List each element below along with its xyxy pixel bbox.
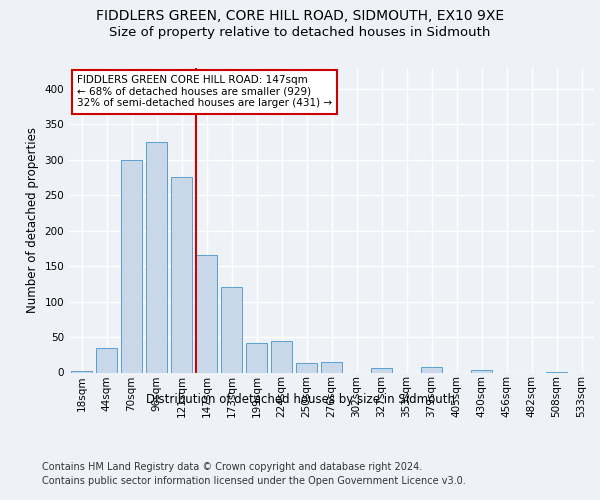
Text: Size of property relative to detached houses in Sidmouth: Size of property relative to detached ho… — [109, 26, 491, 39]
Bar — [196, 256, 217, 372]
Bar — [146, 142, 167, 372]
Y-axis label: Number of detached properties: Number of detached properties — [26, 127, 39, 313]
Bar — [321, 362, 342, 372]
Bar — [471, 370, 492, 372]
Text: Contains HM Land Registry data © Crown copyright and database right 2024.: Contains HM Land Registry data © Crown c… — [42, 462, 422, 472]
Bar — [371, 368, 392, 372]
Bar — [296, 362, 317, 372]
Bar — [121, 160, 142, 372]
Bar — [221, 288, 242, 372]
Text: Distribution of detached houses by size in Sidmouth: Distribution of detached houses by size … — [146, 392, 455, 406]
Bar — [96, 348, 117, 372]
Text: FIDDLERS GREEN CORE HILL ROAD: 147sqm
← 68% of detached houses are smaller (929): FIDDLERS GREEN CORE HILL ROAD: 147sqm ← … — [77, 75, 332, 108]
Bar — [71, 371, 92, 372]
Text: FIDDLERS GREEN, CORE HILL ROAD, SIDMOUTH, EX10 9XE: FIDDLERS GREEN, CORE HILL ROAD, SIDMOUTH… — [96, 9, 504, 23]
Bar — [271, 340, 292, 372]
Bar — [246, 342, 267, 372]
Bar — [171, 178, 192, 372]
Bar — [421, 367, 442, 372]
Text: Contains public sector information licensed under the Open Government Licence v3: Contains public sector information licen… — [42, 476, 466, 486]
